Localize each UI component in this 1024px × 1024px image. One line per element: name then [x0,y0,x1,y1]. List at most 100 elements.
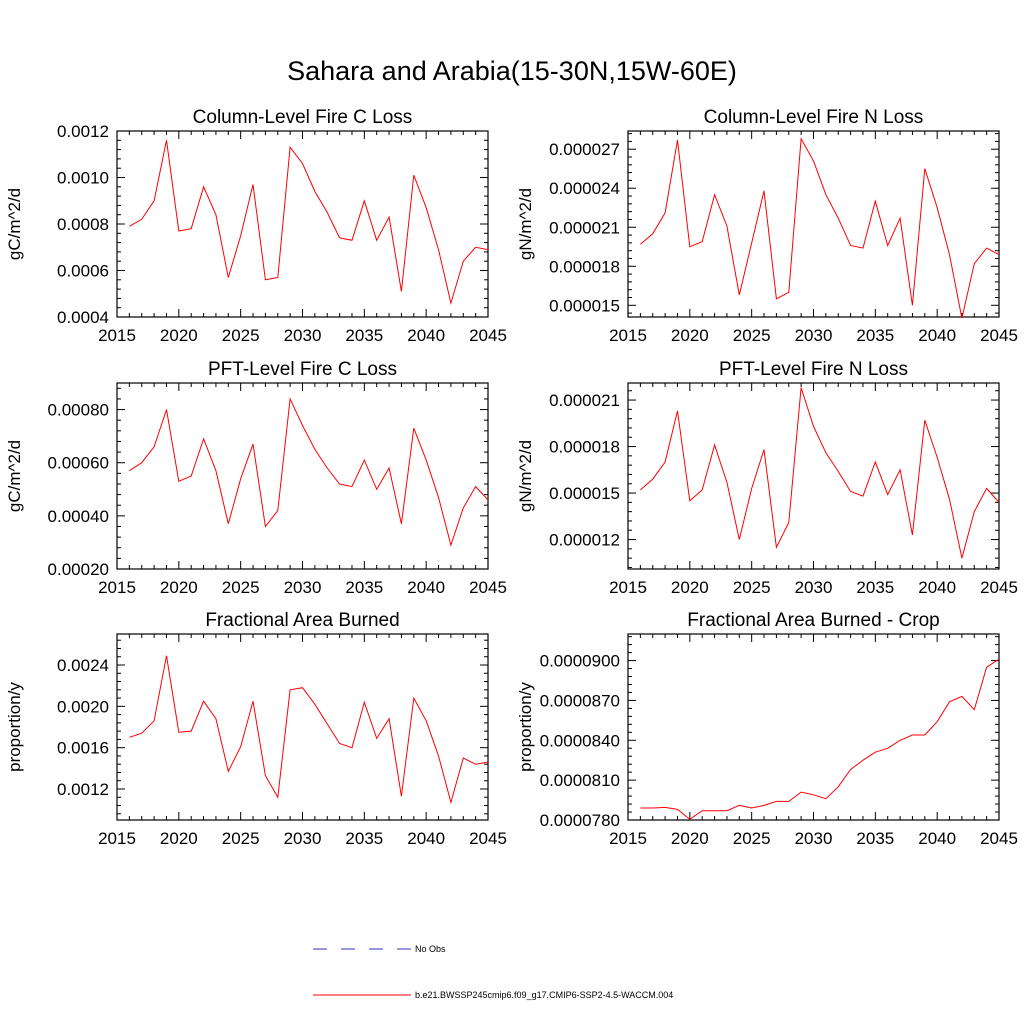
x-tick-label: 2025 [733,326,771,345]
y-tick-label: 0.0000870 [540,691,620,710]
y-tick-label: 0.000012 [549,531,620,550]
x-tick-label: 2025 [733,578,771,597]
y-tick-label: 0.0016 [57,739,109,758]
chart-panel-2: 2015 2020 2025 2030 2035 2040 2045 0.000015 0.00… [516,107,1018,345]
x-tick-label: 2025 [222,829,260,848]
y-axis-label: gC/m^2/d [5,440,24,512]
x-tick-label: 2030 [284,326,322,345]
x-tick-label: 2030 [795,326,833,345]
chart-panel-1: 2015 2020 2025 2030 2035 2040 2045 0.0004 0.0006… [5,107,507,345]
series-line-1 [640,387,999,559]
x-tick-label: 2030 [795,829,833,848]
plot-frame [116,382,489,570]
x-tick-label: 2025 [733,829,771,848]
y-tick-label: 0.00060 [48,454,109,473]
plot-frame [116,130,489,318]
y-tick-label: 0.0000900 [540,652,620,671]
plot-frame [627,130,1000,318]
y-tick-label: 0.0024 [57,656,109,675]
y-tick-label: 0.0012 [57,780,109,799]
series-line-1 [640,137,999,318]
x-tick-label: 2020 [160,578,198,597]
series-line-1 [129,140,488,306]
y-axis-label: gN/m^2/d [516,188,535,260]
chart-panel-4: 2015 2020 2025 2030 2035 2040 2045 0.000012 0.00… [516,359,1018,597]
y-tick-label: 0.0000780 [540,811,620,830]
y-tick-label: 0.0010 [57,169,109,188]
y-tick-label: 0.000021 [549,218,620,237]
y-tick-label: 0.0000810 [540,771,620,790]
x-tick-label: 2030 [284,578,322,597]
x-tick-label: 2020 [671,829,709,848]
plot-frame [116,633,489,821]
y-axis-label: proportion/y [516,682,535,772]
y-tick-label: 0.0020 [57,697,109,716]
x-tick-label: 2035 [345,326,383,345]
y-tick-label: 0.0004 [57,308,109,327]
y-tick-label: 0.000015 [549,296,620,315]
panel-title: Fractional Area Burned [205,610,399,631]
panel-title: Column-Level Fire N Loss [704,107,924,128]
panel-title: Column-Level Fire C Loss [193,107,413,128]
x-tick-label: 2040 [918,578,956,597]
x-tick-label: 2045 [469,829,507,848]
x-tick-label: 2035 [856,578,894,597]
panel-title: PFT-Level Fire C Loss [208,359,397,380]
y-tick-label: 0.000024 [549,179,620,198]
y-tick-label: 0.00020 [48,560,109,579]
x-tick-label: 2015 [609,829,647,848]
chart-panel-3: 2015 2020 2025 2030 2035 2040 2045 0.00020 0.000… [5,359,507,597]
y-axis-label: proportion/y [5,682,24,772]
series-line-1 [640,658,999,820]
x-tick-label: 2035 [345,829,383,848]
x-tick-label: 2020 [671,326,709,345]
legend: No Obs b.e21.BWSSP245cmip6.f09_g17.CMIP6-… [313,944,673,1000]
figure-title: Sahara and Arabia(15-30N,15W-60E) [287,56,737,86]
plot-frame [627,382,1000,570]
x-tick-label: 2015 [98,578,136,597]
x-tick-label: 2015 [98,829,136,848]
legend-model-label: b.e21.BWSSP245cmip6.f09_g17.CMIP6-SSP2-4… [415,990,673,1000]
x-tick-label: 2045 [980,326,1018,345]
x-tick-label: 2035 [345,578,383,597]
x-tick-label: 2020 [160,326,198,345]
y-tick-label: 0.000018 [549,438,620,457]
x-tick-label: 2045 [469,326,507,345]
x-tick-label: 2035 [856,326,894,345]
y-tick-label: 0.00080 [48,401,109,420]
x-tick-label: 2030 [284,829,322,848]
y-tick-label: 0.0012 [57,122,109,141]
x-tick-label: 2015 [609,326,647,345]
panel-title: PFT-Level Fire N Loss [719,359,908,380]
legend-obs-label: No Obs [415,944,446,954]
chart-panel-5: 2015 2020 2025 2030 2035 2040 2045 0.0012 0.0016… [5,610,507,848]
x-tick-label: 2045 [980,829,1018,848]
panel-title: Fractional Area Burned - Crop [687,610,939,631]
y-tick-label: 0.000015 [549,484,620,503]
x-tick-label: 2040 [407,326,445,345]
x-tick-label: 2040 [407,829,445,848]
x-tick-label: 2030 [795,578,833,597]
plot-frame [627,633,1000,821]
y-tick-label: 0.0006 [57,262,109,281]
x-tick-label: 2020 [671,578,709,597]
x-tick-label: 2040 [918,326,956,345]
series-line-1 [129,655,488,805]
series-line-1 [129,397,488,547]
x-tick-label: 2045 [469,578,507,597]
x-tick-label: 2015 [609,578,647,597]
y-tick-label: 0.0008 [57,215,109,234]
x-tick-label: 2045 [980,578,1018,597]
y-tick-label: 0.00040 [48,507,109,526]
chart-panel-6: 2015 2020 2025 2030 2035 2040 2045 0.0000780 0.0… [516,610,1018,848]
x-tick-label: 2025 [222,326,260,345]
x-tick-label: 2040 [918,829,956,848]
y-tick-label: 0.000018 [549,257,620,276]
y-axis-label: gN/m^2/d [516,440,535,512]
x-tick-label: 2035 [856,829,894,848]
x-tick-label: 2020 [160,829,198,848]
x-tick-label: 2025 [222,578,260,597]
y-tick-label: 0.000027 [549,140,620,159]
y-tick-label: 0.000021 [549,391,620,410]
